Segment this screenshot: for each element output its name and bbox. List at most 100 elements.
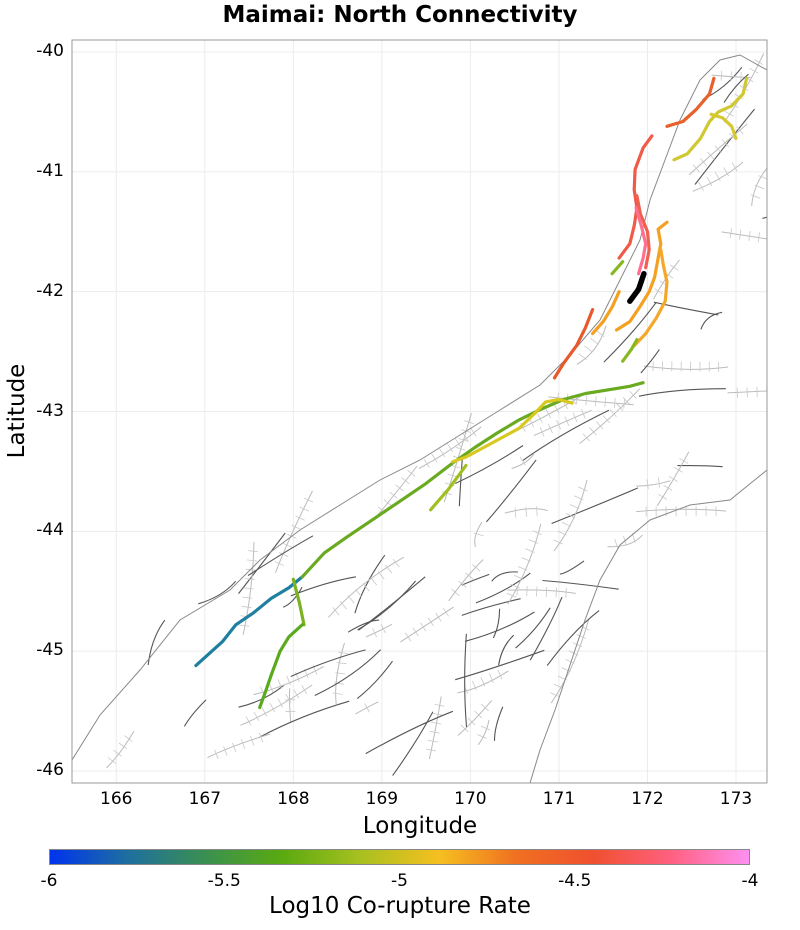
background-fault: [198, 580, 237, 605]
patch-tick: [447, 473, 458, 478]
patch-tick: [380, 623, 386, 634]
patch-tick: [506, 592, 517, 598]
patch-tick: [553, 539, 563, 545]
patch-tick: [622, 396, 631, 405]
patch-tick: [451, 589, 460, 597]
patch-tick: [557, 530, 567, 536]
patch-tick: [489, 673, 494, 683]
patch-tick: [269, 702, 276, 712]
background-fault: [461, 598, 521, 616]
patch-tick: [539, 427, 545, 437]
background-fault: [492, 608, 501, 639]
x-tick-label: 166: [100, 789, 133, 809]
patch-tick: [458, 438, 469, 442]
patch-tick: [465, 572, 474, 580]
background-fault: [428, 696, 442, 760]
patch-tick: [243, 587, 254, 590]
patch-tick: [584, 345, 593, 353]
background-fault: [603, 301, 657, 363]
patch-tick: [594, 396, 597, 407]
background-fault: [514, 394, 583, 433]
patch-tick: [241, 739, 246, 749]
patch-tick: [336, 662, 347, 665]
patch-tick: [561, 667, 571, 673]
patch-tick: [497, 669, 503, 680]
rupture-segment-5: [451, 397, 574, 464]
background-fault: [365, 710, 454, 755]
background-fault: [475, 572, 531, 604]
patch-tick: [395, 484, 404, 492]
patch-tick: [629, 390, 637, 399]
patch-tick: [663, 484, 673, 491]
background-fault: [636, 480, 671, 487]
patch-tick: [372, 628, 378, 638]
patch-tick: [277, 698, 284, 708]
rupture-segment-15: [665, 76, 716, 128]
patch-tick: [754, 59, 764, 65]
background-fault: [551, 487, 639, 525]
patch-tick: [609, 409, 617, 418]
patch-tick: [668, 475, 678, 482]
background-fault: [493, 706, 504, 741]
patch-tick: [532, 530, 543, 535]
patch-tick: [392, 559, 400, 568]
patch-tick: [623, 398, 626, 409]
background-fault: [455, 445, 524, 484]
patch-tick: [724, 110, 734, 117]
patch-tick: [362, 583, 370, 592]
background-fault: [692, 161, 744, 192]
background-fault: [640, 349, 660, 374]
patch-tick: [239, 624, 250, 627]
patch-tick: [113, 749, 122, 757]
patch-tick: [467, 717, 476, 726]
background-fault: [392, 711, 434, 776]
colorbar-tick-label: -4.5: [558, 871, 592, 891]
x-tick-label: 169: [365, 789, 399, 809]
patch-tick: [669, 264, 679, 271]
patch-tick: [335, 672, 346, 675]
patch-tick: [736, 126, 744, 135]
patch-tick: [777, 235, 778, 245]
rupture-segment-0: [194, 575, 304, 668]
background-fault: [183, 699, 207, 727]
background-fault: [607, 534, 643, 548]
patch-tick: [521, 557, 531, 562]
patch-tick: [407, 469, 416, 477]
background-fault: [461, 573, 490, 586]
patch-tick: [435, 612, 442, 622]
patch-tick: [750, 194, 761, 199]
patch-tick: [525, 506, 527, 517]
patch-tick: [442, 607, 449, 617]
background-fault: [723, 73, 749, 103]
background-fault: [485, 459, 537, 523]
patch-tick: [616, 403, 624, 411]
patch-tick: [714, 145, 722, 154]
patch-tick: [118, 742, 128, 750]
patch-tick: [480, 725, 491, 731]
patch-tick: [657, 477, 661, 488]
patch-tick: [578, 353, 587, 361]
patch-tick: [439, 448, 446, 458]
background-fault: [751, 167, 767, 207]
patch-tick: [405, 632, 412, 642]
y-axis-label: Latitude: [4, 363, 30, 459]
background-fault: [282, 586, 303, 608]
patch-tick: [385, 565, 393, 574]
patch-tick: [107, 757, 117, 764]
background-fault: [400, 606, 454, 643]
y-tick-label: -41: [36, 160, 64, 181]
background-fault: [464, 611, 535, 642]
y-tick-label: -43: [36, 400, 64, 421]
background-fault: [504, 508, 548, 514]
patch-tick: [602, 415, 611, 424]
patch-tick: [455, 446, 466, 451]
background-fault: [477, 719, 490, 746]
patch-tick: [332, 692, 343, 695]
patch-tick: [730, 71, 732, 82]
patch-tick: [355, 589, 363, 598]
patch-tick: [525, 548, 535, 553]
patch-tick: [569, 504, 580, 510]
patch-tick: [249, 735, 255, 746]
grid-lines: [72, 40, 767, 783]
patch-tick: [473, 532, 484, 537]
